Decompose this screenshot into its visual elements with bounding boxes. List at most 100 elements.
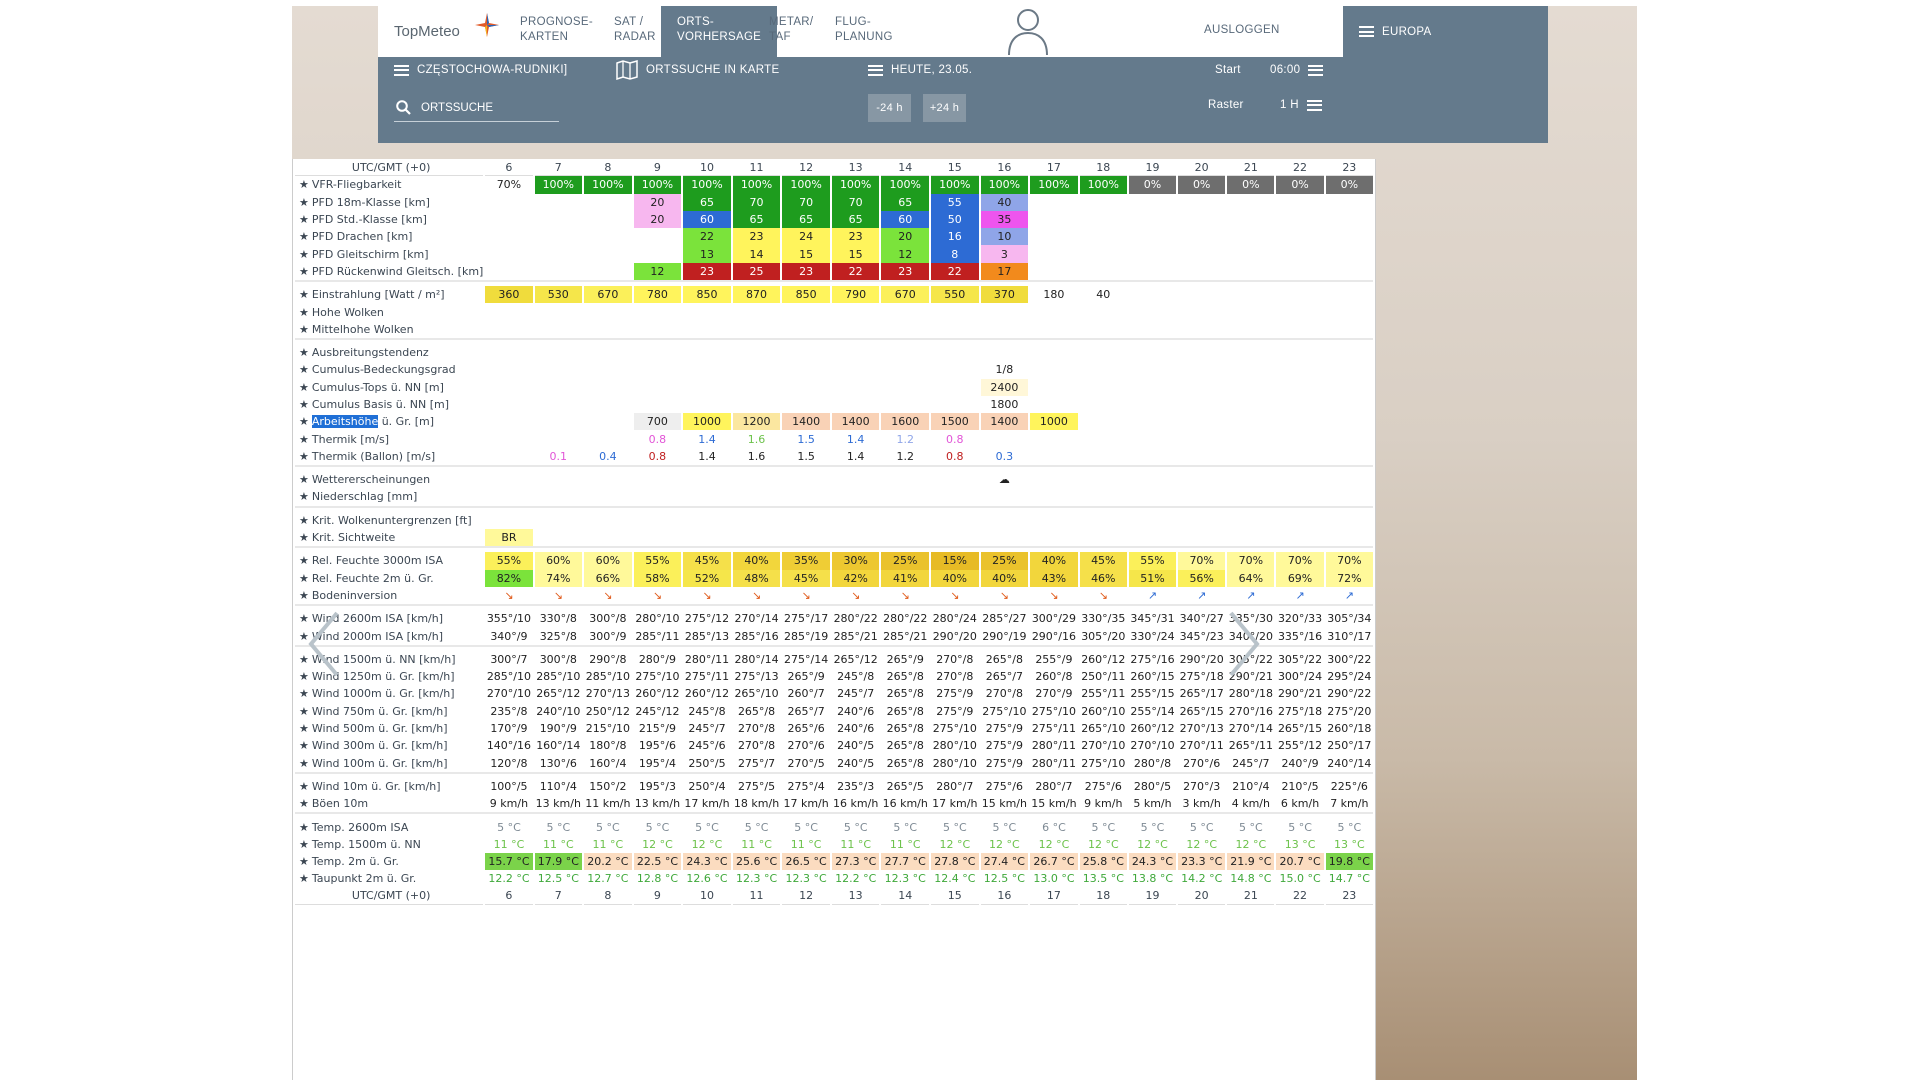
row-label[interactable]: ★ Wind 500m ü. Gr. [km/h]: [299, 722, 448, 736]
star-icon[interactable]: ★: [299, 704, 309, 718]
row-label[interactable]: ★ Arbeitshöhe ü. Gr. [m]: [299, 415, 435, 429]
raster-selector[interactable]: 1 H: [1280, 99, 1322, 111]
star-icon[interactable]: ★: [299, 322, 309, 336]
next-arrow-icon[interactable]: [1223, 609, 1263, 679]
star-icon[interactable]: ★: [299, 571, 309, 585]
row-label[interactable]: ★ Mittelhohe Wolken: [299, 322, 414, 336]
star-icon[interactable]: ★: [299, 230, 309, 244]
star-icon[interactable]: ★: [299, 305, 309, 319]
previous-arrow-icon[interactable]: [305, 609, 345, 679]
star-icon[interactable]: ★: [299, 513, 309, 527]
row-label[interactable]: ★ Wind 2600m ISA [km/h]: [299, 612, 444, 626]
star-icon[interactable]: ★: [299, 612, 309, 626]
row-label[interactable]: ★ Wind 1250m ü. Gr. [km/h]: [299, 670, 455, 684]
star-icon[interactable]: ★: [299, 779, 309, 793]
row-label[interactable]: ★ PFD 18m-Klasse [km]: [299, 195, 430, 209]
star-icon[interactable]: ★: [299, 247, 309, 261]
region-selector[interactable]: EUROPA: [1343, 6, 1548, 57]
row-label[interactable]: ★ Wind 100m ü. Gr. [km/h]: [299, 756, 448, 770]
row-label[interactable]: ★ Einstrahlung [Watt / m²]: [299, 288, 445, 302]
row-label[interactable]: ★ Rel. Feuchte 3000m ISA: [299, 554, 444, 568]
star-icon[interactable]: ★: [299, 415, 309, 429]
row-label[interactable]: ★ Hohe Wolken: [299, 305, 384, 319]
row-label[interactable]: ★ Wettererscheinungen: [299, 473, 431, 487]
row-label[interactable]: ★ Krit. Sichtweite: [299, 531, 396, 545]
star-icon[interactable]: ★: [299, 855, 309, 869]
location-menu[interactable]: CZĘSTOCHOWA-RUDNIKI]: [394, 64, 567, 76]
star-icon[interactable]: ★: [299, 531, 309, 545]
star-icon[interactable]: ★: [299, 490, 309, 504]
row-label[interactable]: ★ Cumulus-Bedeckungsgrad: [299, 363, 456, 377]
star-icon[interactable]: ★: [299, 363, 309, 377]
row-label[interactable]: ★ Wind 300m ü. Gr. [km/h]: [299, 739, 448, 753]
row-label[interactable]: ★ Krit. Wolkenuntergrenzen [ft]: [299, 513, 472, 527]
star-icon[interactable]: ★: [299, 872, 309, 886]
row-label[interactable]: ★ Rel. Feuchte 2m ü. Gr.: [299, 571, 434, 585]
row-label[interactable]: ★ PFD Rückenwind Gleitsch. [km]: [299, 264, 484, 278]
row-label[interactable]: ★ Taupunkt 2m ü. Gr.: [299, 872, 417, 886]
row-label[interactable]: ★ Thermik [m/s]: [299, 432, 390, 446]
minus-24h-button[interactable]: -24 h: [868, 94, 911, 122]
row-label[interactable]: ★ VFR-Fliegbarkeit: [299, 178, 402, 192]
star-icon[interactable]: ★: [299, 432, 309, 446]
topmeteo-logo[interactable]: TopMeteo: [378, 6, 504, 57]
star-icon[interactable]: ★: [299, 756, 309, 770]
star-icon[interactable]: ★: [299, 739, 309, 753]
plus-24h-button[interactable]: +24 h: [923, 94, 966, 122]
nav-prognose-karten[interactable]: PROGNOSE- KARTEN: [520, 16, 593, 43]
value-cell: 360: [485, 286, 533, 304]
row-label[interactable]: ★ Wind 1500m ü. NN [km/h]: [299, 652, 456, 666]
map-search-button[interactable]: ORTSSUCHE IN KARTE: [616, 60, 779, 80]
start-time-selector[interactable]: 06:00: [1270, 64, 1324, 76]
row-label[interactable]: ★ Niederschlag [mm]: [299, 490, 418, 504]
star-icon[interactable]: ★: [299, 380, 309, 394]
row-label[interactable]: ★ Ausbreitungstendenz: [299, 346, 429, 360]
day-selector[interactable]: HEUTE, 23.05.: [868, 64, 972, 76]
user-account-icon[interactable]: [1006, 7, 1050, 55]
star-icon[interactable]: ★: [299, 687, 309, 701]
row-label[interactable]: ★ Cumulus-Tops ü. NN [m]: [299, 380, 444, 394]
star-icon[interactable]: ★: [299, 837, 309, 851]
row-label[interactable]: ★ Bodeninversion: [299, 588, 398, 602]
row-label[interactable]: ★ Wind 750m ü. Gr. [km/h]: [299, 704, 448, 718]
row-label[interactable]: ★ Wind 10m ü. Gr. [km/h]: [299, 779, 441, 793]
nav-sat-radar[interactable]: SAT / RADAR: [614, 16, 656, 43]
row-label[interactable]: ★ Temp. 2m ü. Gr.: [299, 855, 399, 869]
star-icon[interactable]: ★: [299, 264, 309, 278]
row-label[interactable]: ★ PFD Drachen [km]: [299, 230, 413, 244]
row-label[interactable]: ★ Cumulus Basis ü. NN [m]: [299, 398, 449, 411]
row-label[interactable]: ★ Temp. 1500m ü. NN: [299, 837, 421, 851]
star-icon[interactable]: ★: [299, 722, 309, 736]
star-icon[interactable]: ★: [299, 195, 309, 209]
row-label[interactable]: ★ Böen 10m: [299, 797, 369, 811]
row-label[interactable]: ★ Thermik (Ballon) [m/s]: [299, 449, 436, 463]
star-icon[interactable]: ★: [299, 398, 309, 411]
star-icon[interactable]: ★: [299, 820, 309, 834]
star-icon[interactable]: ★: [299, 288, 309, 302]
star-icon[interactable]: ★: [299, 670, 309, 684]
value-cell: 100%: [633, 176, 682, 194]
star-icon[interactable]: ★: [299, 629, 309, 643]
row-label[interactable]: ★ Temp. 2600m ISA: [299, 820, 409, 834]
star-icon[interactable]: ★: [299, 652, 309, 666]
row-label[interactable]: ★ Wind 1000m ü. Gr. [km/h]: [299, 687, 455, 701]
star-icon[interactable]: ★: [299, 178, 309, 192]
value-cell: 180°/8: [589, 739, 627, 753]
row-label[interactable]: ★ PFD Std.-Klasse [km]: [299, 213, 427, 227]
star-icon[interactable]: ★: [299, 213, 309, 227]
row-label[interactable]: ★ PFD Gleitschirm [km]: [299, 247, 429, 261]
star-icon[interactable]: ★: [299, 473, 309, 487]
star-icon[interactable]: ★: [299, 554, 309, 568]
location-search[interactable]: [394, 94, 559, 122]
star-icon[interactable]: ★: [299, 346, 309, 360]
star-icon[interactable]: ★: [299, 449, 309, 463]
search-input[interactable]: [421, 101, 551, 114]
star-icon[interactable]: ★: [299, 588, 309, 602]
logout-link[interactable]: AUSLOGGEN: [1204, 24, 1280, 36]
star-icon[interactable]: ★: [299, 797, 309, 811]
nav-flugplanung[interactable]: FLUG- PLANUNG: [835, 16, 893, 43]
row-label[interactable]: ★ Wind 2000m ISA [km/h]: [299, 629, 444, 643]
nav-metar-taf[interactable]: METAR/TAF: [769, 16, 814, 43]
nav-ortsvorhersage[interactable]: ORTS- VORHERSAGE: [661, 6, 778, 57]
value-cell: 5 °C: [1140, 820, 1165, 834]
